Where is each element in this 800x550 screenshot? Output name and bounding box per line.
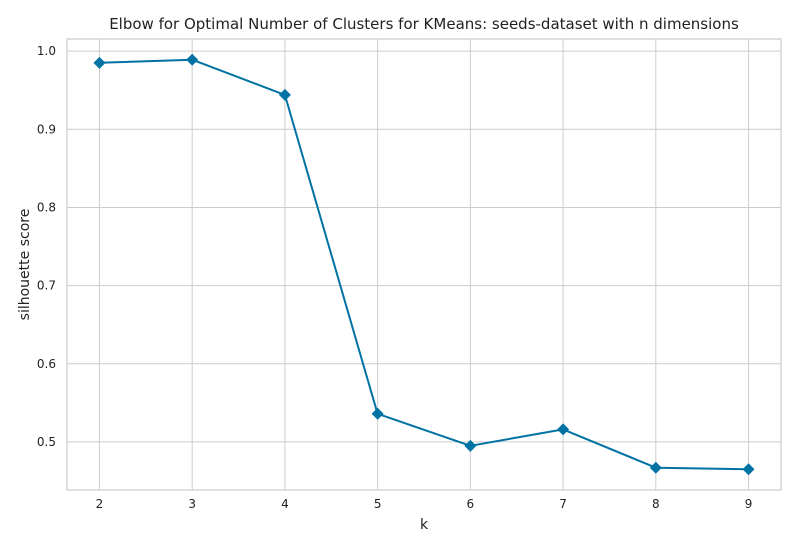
series-line <box>99 58 749 471</box>
y-tick-label: 0.8 <box>37 200 56 214</box>
data-point-marker <box>186 53 199 66</box>
y-tick-label: 1.0 <box>37 44 56 58</box>
x-axis-label: k <box>420 517 429 533</box>
x-tick-label: 8 <box>652 497 660 511</box>
series-layer <box>93 53 755 476</box>
data-point-marker <box>464 439 477 452</box>
x-tick-label: 2 <box>96 497 104 511</box>
y-tick-label: 0.7 <box>37 279 56 293</box>
chart-title: Elbow for Optimal Number of Clusters for… <box>109 15 739 33</box>
gridlines <box>67 39 781 490</box>
x-tick-label: 4 <box>281 497 289 511</box>
y-tick-label: 0.6 <box>37 357 56 371</box>
data-point-marker <box>278 88 291 101</box>
x-tick-label: 3 <box>188 497 196 511</box>
plot-frame <box>66 38 782 491</box>
x-tick-label: 7 <box>559 497 567 511</box>
x-tick-label: 5 <box>374 497 382 511</box>
y-tick-label: 0.5 <box>37 435 56 449</box>
data-point-marker <box>742 463 755 476</box>
tick-labels: 2 3 4 5 6 7 8 9 0.5 0.6 0.7 0.8 0.9 1.0 <box>37 44 752 511</box>
y-axis-label: silhouette score <box>17 209 33 321</box>
data-point-marker <box>557 423 570 436</box>
data-point-marker <box>371 407 384 420</box>
x-tick-label: 6 <box>467 497 475 511</box>
x-tick-label: 9 <box>745 497 753 511</box>
data-point-marker <box>93 56 106 69</box>
data-point-marker <box>649 461 662 474</box>
y-tick-label: 0.9 <box>37 122 56 136</box>
